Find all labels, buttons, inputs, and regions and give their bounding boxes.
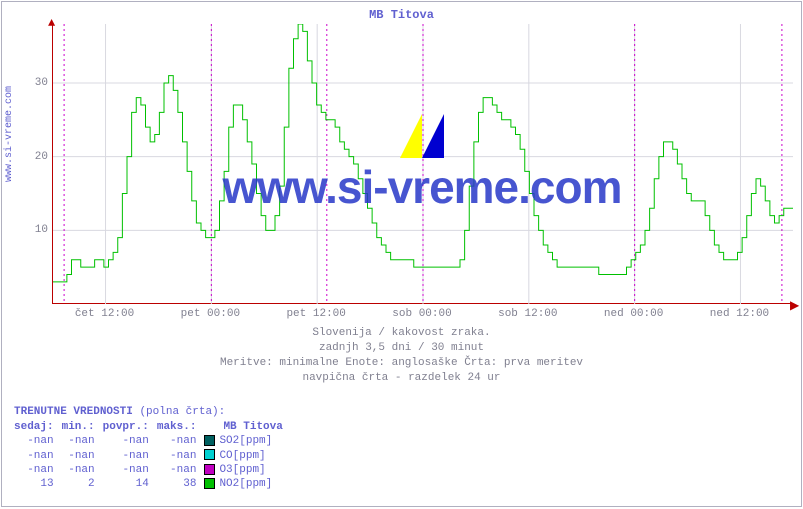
series-label: SO2[ppm]: [219, 434, 290, 448]
table-row: -nan-nan-nan-nanO3[ppm]: [14, 463, 291, 477]
x-tick-label: pet 12:00: [286, 308, 345, 320]
outer-ylabel: www.si-vreme.com: [4, 86, 15, 182]
line-chart-svg: [53, 24, 793, 304]
col-now: sedaj:: [14, 420, 62, 434]
cell-avg: 14: [103, 477, 157, 491]
cell-max: 38: [157, 477, 205, 491]
table-row: 1321438 NO2[ppm]: [14, 477, 291, 491]
cell-now: -nan: [14, 448, 62, 462]
x-tick-label: čet 12:00: [75, 308, 134, 320]
cell-avg: -nan: [103, 434, 157, 448]
caption-line: Meritve: minimalne Enote: anglosaške Črt…: [2, 356, 801, 371]
series-label: O3[ppm]: [219, 463, 290, 477]
col-sw: [204, 420, 219, 434]
x-axis-arrow: ▶: [790, 298, 799, 313]
cell-min: 2: [62, 477, 103, 491]
x-tick-label: ned 12:00: [710, 308, 769, 320]
col-series: MB Titova: [219, 420, 290, 434]
table-header-row: sedaj: min.: povpr.: maks.: MB Titova: [14, 420, 291, 434]
cell-now: -nan: [14, 463, 62, 477]
cell-max: -nan: [157, 448, 205, 462]
swatch-cell: [204, 477, 219, 491]
color-swatch: [204, 478, 215, 489]
series-label: CO[ppm]: [219, 448, 290, 462]
y-tick-label: 30: [22, 77, 48, 89]
cell-now: -nan: [14, 434, 62, 448]
plot-area: [52, 24, 792, 304]
y-tick-label: 20: [22, 151, 48, 163]
cell-min: -nan: [62, 463, 103, 477]
caption-block: Slovenija / kakovost zraka. zadnjh 3,5 d…: [2, 326, 801, 385]
col-max: maks.:: [157, 420, 205, 434]
col-min: min.:: [62, 420, 103, 434]
caption-line: Slovenija / kakovost zraka.: [2, 326, 801, 341]
x-tick-label: ned 00:00: [604, 308, 663, 320]
table-row: -nan-nan-nan-nanSO2[ppm]: [14, 434, 291, 448]
chart-container: www.si-vreme.com MB Titova ▲ ▶ 10 20 30 če…: [1, 1, 802, 507]
swatch-cell: [204, 463, 219, 477]
col-avg: povpr.:: [103, 420, 157, 434]
stats-title-paren: (polna črta):: [139, 406, 225, 418]
chart-title: MB Titova: [2, 8, 801, 22]
x-tick-label: sob 00:00: [392, 308, 451, 320]
stats-title: TRENUTNE VREDNOSTI (polna črta):: [14, 406, 291, 418]
caption-line: navpična črta - razdelek 24 ur: [2, 371, 801, 386]
color-swatch: [204, 449, 215, 460]
series-label: NO2[ppm]: [219, 477, 290, 491]
cell-min: -nan: [62, 448, 103, 462]
cell-max: -nan: [157, 434, 205, 448]
swatch-cell: [204, 448, 219, 462]
stats-table-block: TRENUTNE VREDNOSTI (polna črta): sedaj: …: [14, 406, 291, 492]
caption-line: zadnjh 3,5 dni / 30 minut: [2, 341, 801, 356]
stats-title-main: TRENUTNE VREDNOSTI: [14, 406, 133, 418]
cell-avg: -nan: [103, 463, 157, 477]
cell-max: -nan: [157, 463, 205, 477]
color-swatch: [204, 464, 215, 475]
cell-avg: -nan: [103, 448, 157, 462]
y-tick-label: 10: [22, 224, 48, 236]
color-swatch: [204, 435, 215, 446]
swatch-cell: [204, 434, 219, 448]
cell-min: -nan: [62, 434, 103, 448]
cell-now: 13: [14, 477, 62, 491]
y-axis-arrow: ▲: [48, 16, 55, 30]
stats-table: sedaj: min.: povpr.: maks.: MB Titova -n…: [14, 420, 291, 492]
table-row: -nan-nan-nan-nanCO[ppm]: [14, 448, 291, 462]
x-tick-label: pet 00:00: [181, 308, 240, 320]
x-tick-label: sob 12:00: [498, 308, 557, 320]
